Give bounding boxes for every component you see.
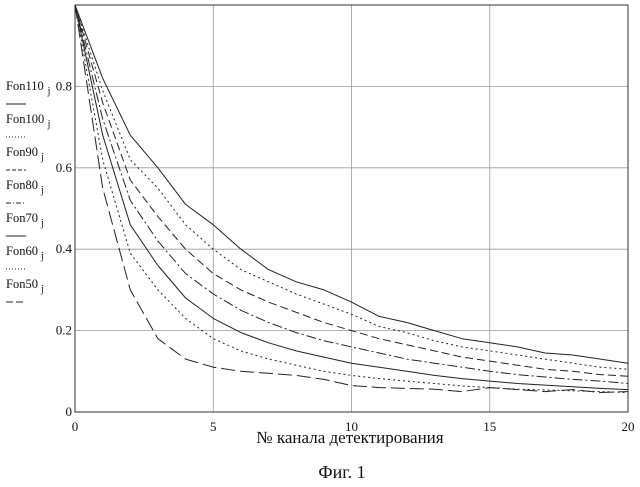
legend-subscript: j xyxy=(40,284,44,295)
legend-label-fon60: Fon60 xyxy=(6,244,38,258)
x-axis-label: № канала детектирования xyxy=(256,428,443,447)
legend-subscript: j xyxy=(40,185,44,196)
legend-subscript: j xyxy=(47,119,51,130)
legend: Fon110jFon100jFon90jFon80jFon70jFon60jFo… xyxy=(6,79,50,302)
x-tick-label: 20 xyxy=(622,419,635,434)
legend-label-fon90: Fon90 xyxy=(6,145,38,159)
grid-lines xyxy=(75,5,628,412)
y-tick-label: 0 xyxy=(66,404,73,419)
legend-label-fon80: Fon80 xyxy=(6,178,38,192)
legend-label-fon100: Fon100 xyxy=(6,112,44,126)
y-tick-labels: 0 0.2 0.4 0.6 0.8 xyxy=(56,78,73,419)
y-tick-label: 0.4 xyxy=(56,241,73,256)
legend-subscript: j xyxy=(40,218,44,229)
x-tick-label: 15 xyxy=(483,419,496,434)
x-tick-label: 5 xyxy=(210,419,217,434)
legend-label-fon50: Fon50 xyxy=(6,277,38,291)
legend-subscript: j xyxy=(40,152,44,163)
figure-caption: Фиг. 1 xyxy=(318,462,365,482)
x-tick-label: 0 xyxy=(72,419,79,434)
legend-subscript: j xyxy=(47,86,51,97)
y-tick-label: 0.2 xyxy=(56,323,72,338)
y-tick-label: 0.8 xyxy=(56,78,72,93)
y-tick-label: 0.6 xyxy=(56,160,73,175)
legend-label-fon110: Fon110 xyxy=(6,79,44,93)
legend-subscript: j xyxy=(40,251,44,262)
legend-label-fon70: Fon70 xyxy=(6,211,38,225)
